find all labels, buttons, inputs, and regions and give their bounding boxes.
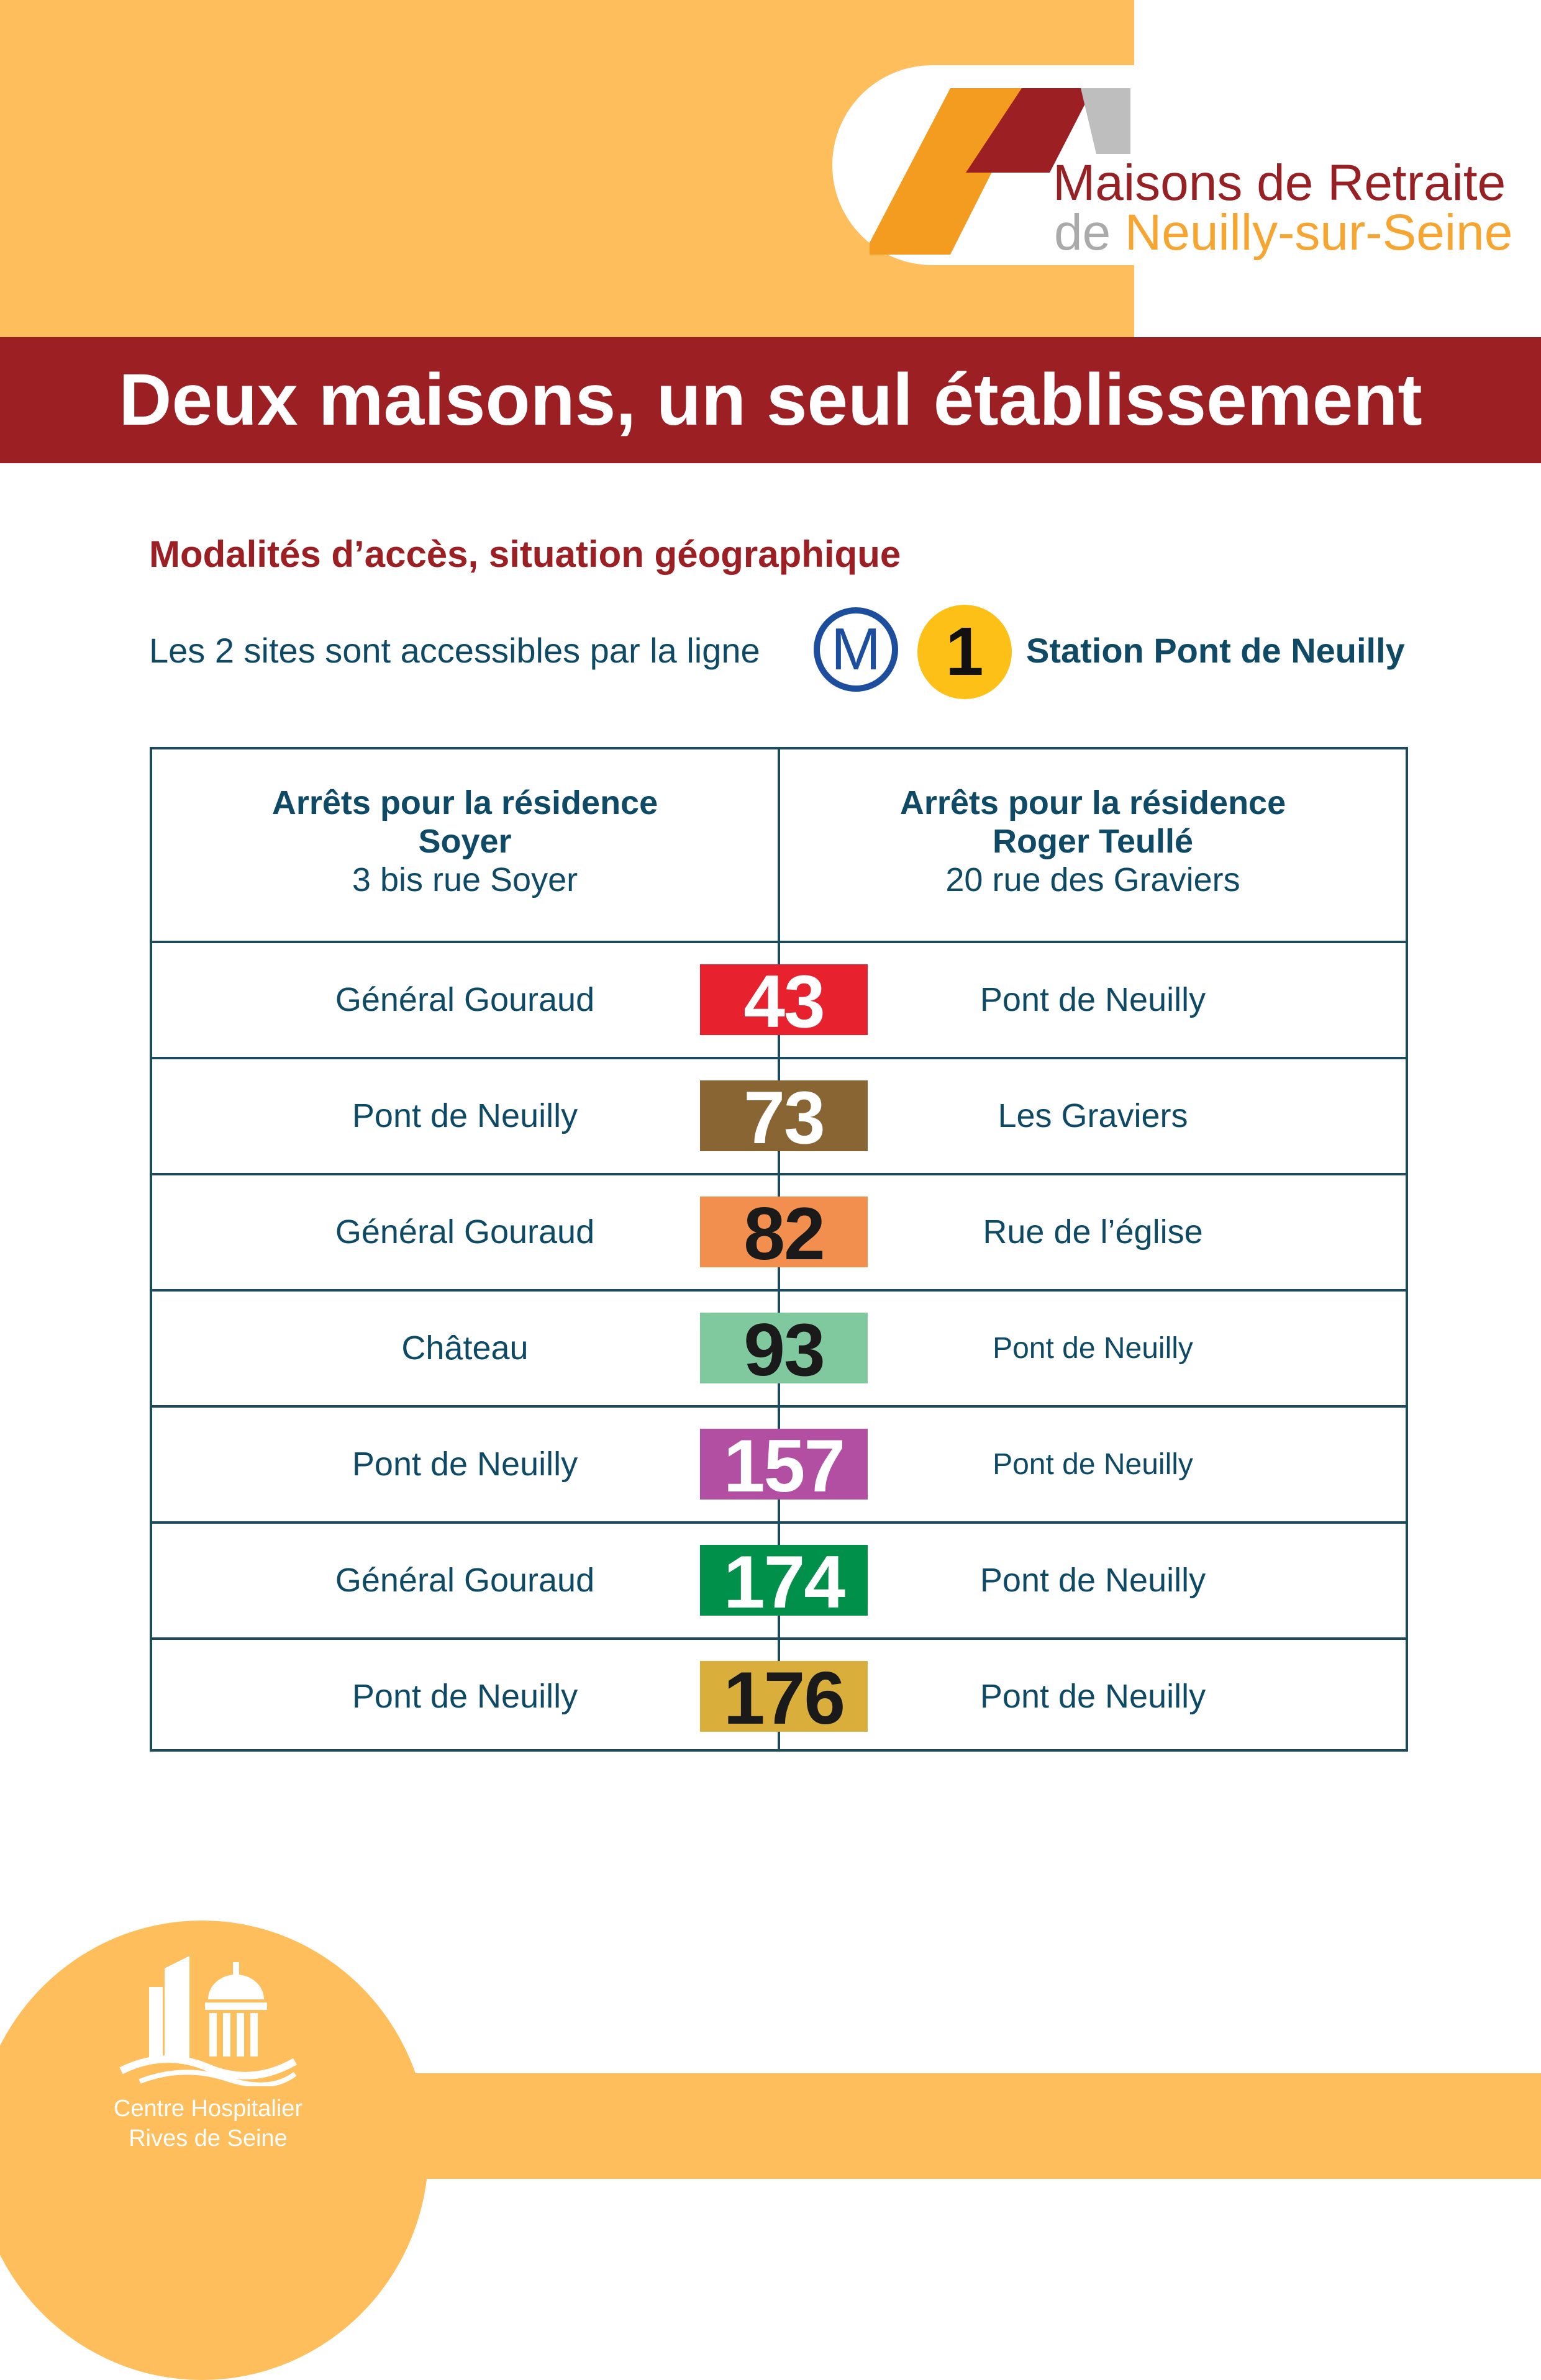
stop-roger-teulle: Pont de Neuilly (980, 1678, 1206, 1715)
station-name: Station Pont de Neuilly (1026, 631, 1405, 670)
row-divider (152, 941, 1406, 943)
header-soyer: Arrêts pour la résidence Soyer 3 bis rue… (152, 749, 778, 942)
hospital-logo-icon (119, 1956, 297, 2086)
stop-roger-teulle: Pont de Neuilly (993, 1332, 1193, 1365)
bus-line-badge: 157 (700, 1429, 868, 1503)
stop-soyer: Pont de Neuilly (352, 1446, 578, 1483)
header-soyer-line1: Arrêts pour la résidence (271, 784, 658, 821)
stop-soyer: Pont de Neuilly (352, 1097, 578, 1134)
house-logo-icon (870, 88, 1130, 255)
brand-location-prefix: de (1054, 204, 1111, 261)
header-soyer-address: 3 bis rue Soyer (352, 861, 578, 898)
brand-location-city: Neuilly-sur-Seine (1111, 204, 1513, 261)
stop-roger-teulle: Pont de Neuilly (980, 981, 1206, 1018)
bus-stops-table: Arrêts pour la résidence Soyer 3 bis rue… (150, 747, 1408, 1752)
title-banner: Deux maisons, un seul établissement (0, 337, 1541, 463)
section-subtitle: Modalités d’accès, situation géographiqu… (149, 533, 901, 575)
header-teulle-line1: Arrêts pour la résidence (899, 784, 1286, 821)
brand-name: Maisons de Retraite (1053, 155, 1506, 211)
hospital-name: Centre Hospitalier Rives de Seine (62, 2094, 354, 2153)
stop-roger-teulle: Les Graviers (998, 1097, 1188, 1134)
metro-line-badge: 1 (917, 605, 1012, 699)
row-divider (152, 1405, 1406, 1408)
row-divider (152, 1173, 1406, 1175)
hospital-name-line2: Rives de Seine (129, 2125, 288, 2152)
bus-line-badge: 73 (700, 1080, 868, 1155)
page-title: Deux maisons, un seul établissement (119, 359, 1422, 441)
row-divider (152, 1521, 1406, 1524)
row-divider (152, 1637, 1406, 1640)
row-divider (152, 1289, 1406, 1292)
stop-roger-teulle: Pont de Neuilly (980, 1562, 1206, 1599)
brand-location: de Neuilly-sur-Seine (1054, 204, 1512, 262)
stop-roger-teulle: Rue de l’église (983, 1213, 1203, 1251)
stop-roger-teulle: Pont de Neuilly (993, 1448, 1193, 1481)
bus-line-badge: 43 (700, 964, 868, 1039)
header-soyer-line2: Soyer (418, 823, 512, 860)
header-teulle-address: 20 rue des Graviers (945, 861, 1240, 898)
stop-soyer: Général Gouraud (335, 1562, 595, 1599)
stop-soyer: Général Gouraud (335, 981, 595, 1018)
stop-soyer: Château (401, 1329, 529, 1367)
bus-line-badge: 174 (700, 1545, 868, 1619)
bus-line-badge: 176 (700, 1661, 868, 1735)
hospital-name-line1: Centre Hospitalier (113, 2096, 303, 2122)
row-divider (152, 1057, 1406, 1059)
header-roger-teulle: Arrêts pour la résidence Roger Teullé 20… (780, 749, 1406, 942)
header-teulle-line2: Roger Teullé (992, 823, 1194, 860)
bus-line-badge: 82 (700, 1197, 868, 1271)
metro-icon: M (814, 607, 898, 692)
access-text: Les 2 sites sont accessibles par la lign… (149, 631, 760, 670)
stop-soyer: Pont de Neuilly (352, 1678, 578, 1715)
bus-line-badge: 93 (700, 1313, 868, 1387)
stop-soyer: Général Gouraud (335, 1213, 595, 1251)
